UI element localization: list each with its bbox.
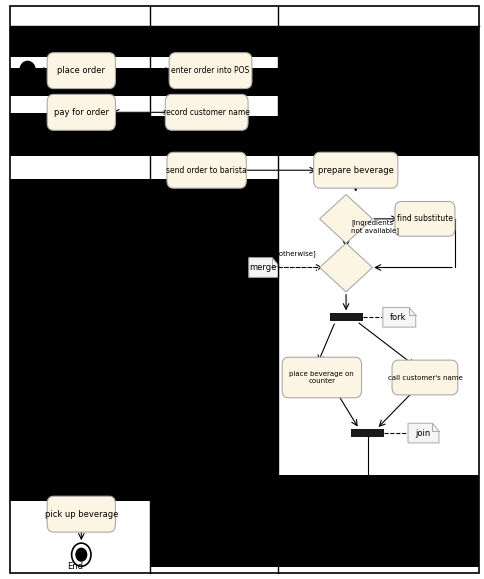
FancyBboxPatch shape [165,94,248,130]
Text: record customer name: record customer name [163,108,250,117]
Bar [351,429,384,437]
Polygon shape [383,307,416,327]
Circle shape [76,548,87,561]
FancyBboxPatch shape [314,152,398,188]
Text: enter order into POS: enter order into POS [171,66,250,75]
FancyBboxPatch shape [47,53,116,89]
Text: Barista: Barista [359,10,396,20]
Circle shape [20,61,35,80]
Text: prepare beverage: prepare beverage [318,166,393,175]
Text: send order to barista: send order to barista [166,166,247,175]
FancyBboxPatch shape [169,53,252,89]
Bar [10,26,150,57]
Polygon shape [319,243,373,292]
Bar [150,68,278,96]
Text: place beverage on
counter: place beverage on counter [289,371,354,384]
FancyBboxPatch shape [282,357,362,398]
Text: Customer: Customer [54,10,106,20]
Bar [278,475,479,567]
Bar [278,26,479,57]
Text: call customer's name: call customer's name [388,375,462,380]
Text: End: End [67,562,84,571]
Text: [otherwise]: [otherwise] [276,250,316,257]
Bar [150,179,278,567]
FancyBboxPatch shape [47,94,116,130]
FancyBboxPatch shape [395,201,455,236]
Text: fork: fork [390,313,407,322]
Polygon shape [319,195,373,243]
Text: join: join [415,428,430,438]
Bar [10,179,150,501]
FancyBboxPatch shape [392,360,458,395]
Text: Cashier: Cashier [193,10,233,20]
FancyBboxPatch shape [167,152,246,188]
Bar [150,26,278,57]
Bar [330,313,363,321]
Text: pick up beverage: pick up beverage [45,510,118,519]
Text: [ingredients
not available]: [ingredients not available] [351,219,399,234]
Bar [150,116,278,156]
Text: find substitute: find substitute [397,214,453,223]
Bar [10,68,150,96]
FancyBboxPatch shape [47,496,116,532]
Text: merge: merge [249,263,276,272]
Bar [10,113,150,156]
Polygon shape [249,258,279,277]
Text: Start: Start [21,75,41,85]
Polygon shape [408,423,439,443]
Text: place order: place order [57,66,106,75]
Text: pay for order: pay for order [54,108,109,117]
Bar [278,55,479,156]
